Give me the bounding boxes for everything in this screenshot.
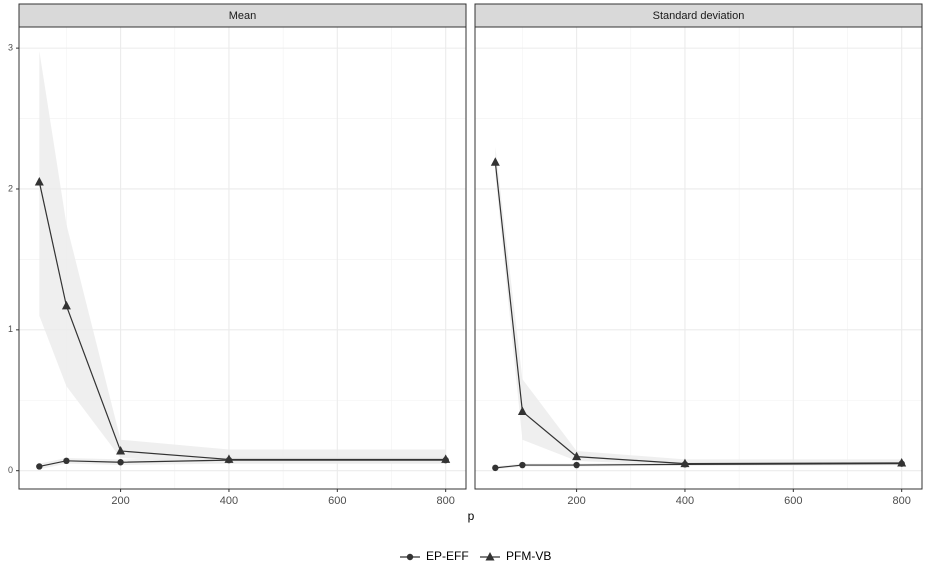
marker	[572, 451, 582, 461]
y-tick-label: 3	[8, 43, 13, 53]
marker	[36, 463, 43, 470]
marker	[897, 457, 907, 467]
facet-title: Mean	[229, 10, 257, 22]
x-tick-label: 600	[784, 495, 802, 507]
marker	[116, 445, 126, 455]
marker	[63, 457, 70, 465]
marker	[492, 464, 499, 472]
legend-label: PFM-VB	[506, 549, 551, 563]
marker	[406, 553, 414, 561]
y-tick-label: 0	[8, 465, 13, 475]
marker	[61, 300, 71, 310]
facet-title: Standard deviation	[653, 10, 745, 22]
x-tick-label: 600	[328, 495, 346, 507]
marker	[519, 461, 526, 469]
legend-label: EP-EFF	[426, 549, 469, 563]
y-tick-label: 2	[8, 183, 13, 193]
marker	[117, 459, 124, 466]
x-tick-label: 400	[220, 495, 238, 507]
marker	[441, 454, 451, 463]
marker	[490, 157, 500, 166]
x-tick-label: 800	[893, 495, 911, 507]
panel-background	[19, 27, 466, 489]
y-tick-label: 1	[8, 324, 13, 334]
x-axis-label: p	[468, 509, 475, 523]
x-tick-label: 200	[567, 495, 585, 507]
x-tick-label: 800	[437, 495, 455, 507]
confidence-band	[495, 146, 902, 466]
x-tick-label: 400	[676, 495, 694, 507]
marker	[573, 461, 580, 469]
marker	[517, 406, 527, 416]
strip	[474, 3, 923, 28]
marker	[34, 176, 44, 186]
strip	[18, 3, 467, 28]
marker	[680, 458, 690, 468]
x-tick-label: 200	[111, 495, 129, 507]
marker	[485, 552, 495, 561]
marker	[224, 454, 234, 463]
